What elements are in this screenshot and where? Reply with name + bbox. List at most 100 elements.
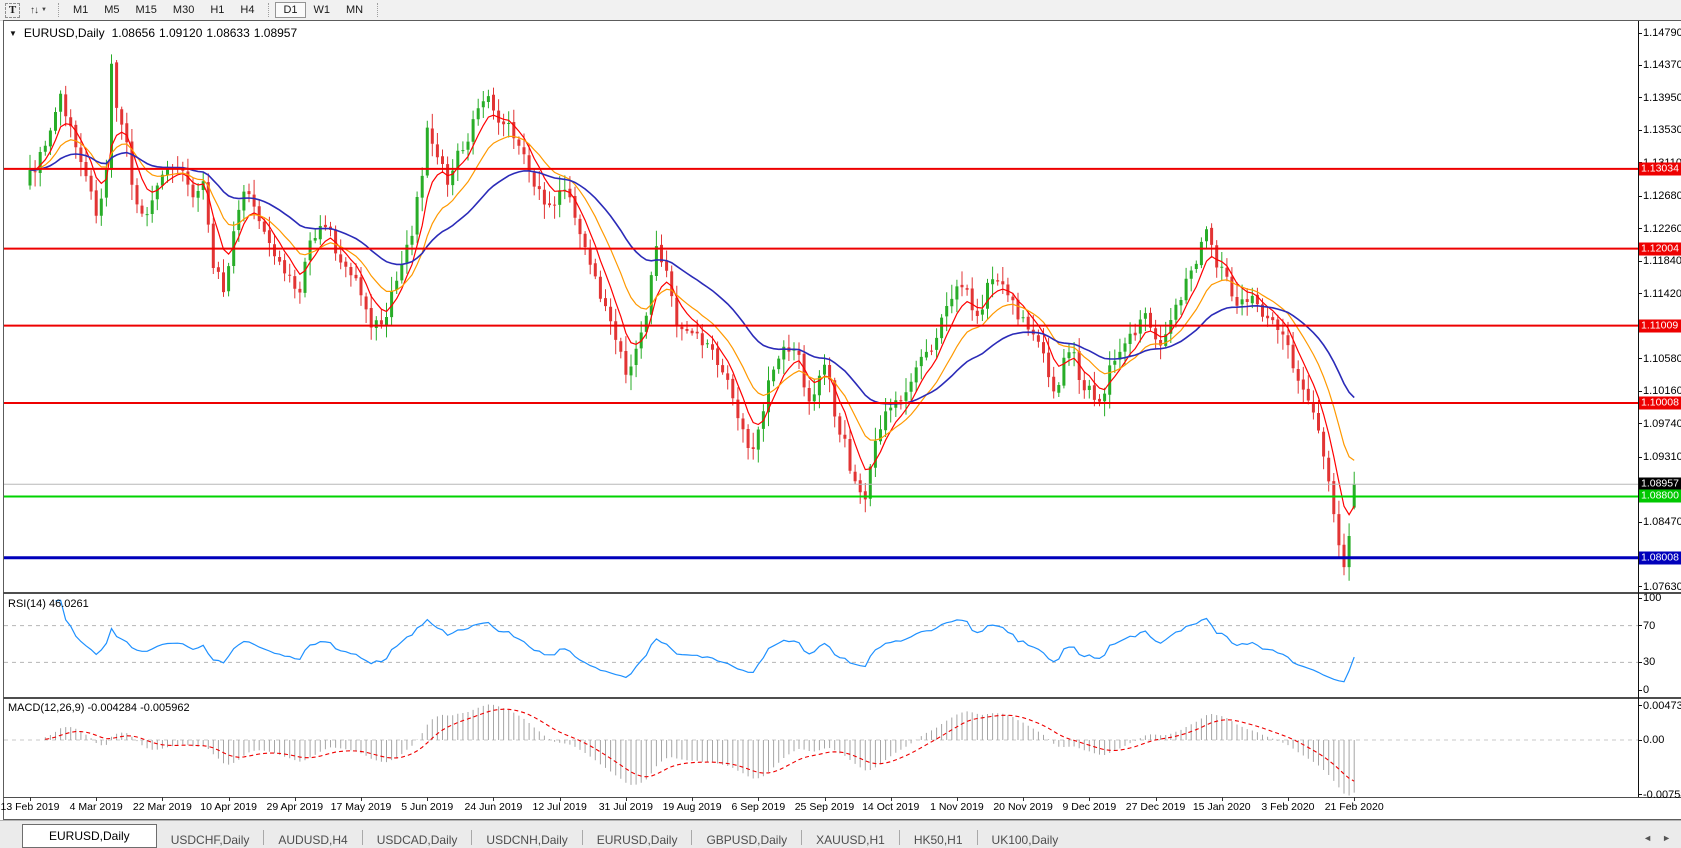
date-label: 19 Aug 2019 bbox=[662, 801, 722, 813]
chart-symbol-label: EURUSD,Daily bbox=[23, 26, 105, 40]
chart-tab-hk50-h1[interactable]: HK50,H1 bbox=[913, 832, 963, 847]
tab-scroll-left-icon[interactable]: ◄ bbox=[1643, 833, 1653, 843]
tab-separator bbox=[898, 830, 900, 845]
tabs-wrap: EURUSD,Daily USDCHF,Daily AUDUSD,H4 USDCAD,… bbox=[22, 824, 1072, 848]
price-tick-mark bbox=[1638, 293, 1642, 295]
price-tick-label: 1.10160 bbox=[1643, 385, 1681, 398]
moving-average-line-1 bbox=[29, 135, 1355, 461]
rsi-tick-label: 70 bbox=[1643, 619, 1656, 632]
chart-tab-gbpusd-daily[interactable]: GBPUSD,Daily bbox=[706, 832, 788, 847]
date-tick-mark bbox=[1155, 797, 1157, 801]
timeframe-button-w1[interactable]: W1 bbox=[313, 4, 331, 16]
price-axis-border bbox=[1638, 21, 1639, 797]
price-tick-mark bbox=[1638, 32, 1642, 34]
price-tick-label: 1.08470 bbox=[1643, 516, 1681, 528]
sort-tool-button[interactable]: ↑↓ ▼ bbox=[26, 2, 51, 18]
date-tick-mark bbox=[1089, 797, 1091, 801]
macd-tick-mark bbox=[1638, 705, 1642, 707]
chart-title: ▼ EURUSD,Daily 1.08656 1.09120 1.08633 1… bbox=[9, 26, 297, 40]
down-candle-wicks bbox=[34, 60, 1345, 576]
main-price-panel[interactable] bbox=[4, 54, 1638, 581]
timeframe-button-m30[interactable]: M30 bbox=[172, 4, 195, 16]
date-label: 1 Nov 2019 bbox=[930, 801, 984, 813]
up-candle-wicks bbox=[29, 54, 1355, 581]
ohlc-open: 1.08656 bbox=[111, 26, 155, 40]
price-tick-label: 1.14790 bbox=[1643, 27, 1681, 39]
macd-panel[interactable] bbox=[4, 704, 1638, 796]
rsi-tick-mark bbox=[1638, 625, 1642, 627]
tab-separator bbox=[263, 830, 265, 845]
date-tick-mark bbox=[162, 797, 164, 801]
price-tick-label: 1.07630 bbox=[1643, 580, 1681, 593]
moving-average-line-0 bbox=[29, 114, 1355, 516]
chart-window-bottom-border bbox=[3, 819, 1681, 820]
down-candle-bodies bbox=[33, 62, 1346, 568]
chevron-down-icon: ▼ bbox=[41, 7, 47, 13]
symbol-dropdown-icon[interactable]: ▼ bbox=[9, 28, 17, 38]
price-level-label: 1.08008 bbox=[1639, 551, 1681, 565]
timeframe-button-h4[interactable]: H4 bbox=[240, 4, 255, 16]
rsi-tick-label: 0 bbox=[1643, 684, 1650, 696]
chart-tab-uk100-daily[interactable]: UK100,Daily bbox=[991, 832, 1059, 847]
text-tool-button[interactable]: T bbox=[1, 2, 24, 18]
chart-tab-audusd-h4[interactable]: AUDUSD,H4 bbox=[278, 832, 348, 847]
timeframe-button-m5[interactable]: M5 bbox=[104, 4, 120, 16]
rsi-panel[interactable] bbox=[4, 599, 1638, 683]
timeframe-button-h1[interactable]: H1 bbox=[210, 4, 225, 16]
macd-name: MACD(12,26,9) bbox=[8, 702, 85, 714]
date-tick-mark bbox=[1023, 797, 1025, 801]
panel-splitter[interactable] bbox=[3, 697, 1681, 699]
date-label: 21 Feb 2020 bbox=[1324, 801, 1384, 813]
price-tick-label: 1.10580 bbox=[1643, 352, 1681, 365]
date-label: 14 Oct 2019 bbox=[862, 801, 920, 813]
toolbar: T ↑↓ ▼ M1 M5 M15 M30 H1 H4 D1 W1 MN bbox=[0, 0, 1681, 21]
up-candle-bodies bbox=[28, 63, 1356, 568]
chart-tab-usdchf-daily[interactable]: USDCHF,Daily bbox=[170, 832, 250, 847]
toolbar-separator bbox=[377, 3, 379, 17]
price-level-label: 1.13034 bbox=[1639, 162, 1681, 176]
panel-splitter[interactable] bbox=[3, 592, 1681, 594]
timeframe-button-d1[interactable]: D1 bbox=[275, 2, 306, 18]
chart-tab-eurusd-daily[interactable]: EURUSD,Daily bbox=[22, 824, 157, 848]
chart-tab-xauusd-h1[interactable]: XAUUSD,H1 bbox=[816, 832, 885, 847]
price-tick-label: 1.11420 bbox=[1643, 287, 1681, 300]
macd-values: -0.004284 -0.005962 bbox=[87, 702, 190, 714]
toolbar-separator bbox=[57, 3, 59, 17]
date-tick-mark bbox=[758, 797, 760, 801]
price-tick-mark bbox=[1638, 358, 1642, 360]
date-tick-mark bbox=[361, 797, 363, 801]
chart-tab-usdcad-daily[interactable]: USDCAD,Daily bbox=[376, 832, 458, 847]
chart-tab-eurusd-daily[interactable]: EURUSD,Daily bbox=[596, 832, 678, 847]
macd-tick-mark bbox=[1638, 739, 1642, 741]
tab-scroll-right-icon[interactable]: ► bbox=[1662, 833, 1671, 843]
chart-tab-usdcnh-daily[interactable]: USDCNH,Daily bbox=[486, 832, 568, 847]
rsi-tick-mark bbox=[1638, 661, 1642, 663]
timeframe-button-m1[interactable]: M1 bbox=[72, 4, 89, 16]
macd-tick-label: 0.00 bbox=[1643, 734, 1665, 746]
date-label: 31 Jul 2019 bbox=[598, 801, 654, 813]
date-label: 3 Feb 2020 bbox=[1261, 801, 1315, 813]
ohlc-close: 1.08957 bbox=[253, 26, 298, 40]
price-tick-label: 1.12680 bbox=[1643, 190, 1681, 203]
ohlc-high: 1.09120 bbox=[159, 26, 203, 40]
date-label: 27 Dec 2019 bbox=[1125, 801, 1186, 813]
tab-separator bbox=[361, 830, 363, 845]
price-tick-mark bbox=[1638, 586, 1642, 588]
macd-tick-label: 0.004738 bbox=[1643, 699, 1681, 712]
chart-tab-bar: EURUSD,Daily USDCHF,Daily AUDUSD,H4 USDCAD,… bbox=[0, 820, 1681, 848]
sort-icon: ↑↓ bbox=[30, 4, 39, 16]
timeframe-button-mn[interactable]: MN bbox=[346, 4, 364, 16]
price-tick-mark bbox=[1638, 195, 1642, 197]
date-tick-mark bbox=[625, 797, 627, 801]
macd-label: MACD(12,26,9) -0.004284 -0.005962 bbox=[8, 702, 190, 714]
tab-scroll-arrows: ◄ ► bbox=[1643, 833, 1681, 848]
panel-splitter bbox=[3, 797, 1681, 798]
tab-separator bbox=[581, 830, 583, 845]
date-tick-mark bbox=[294, 797, 296, 801]
timeframe-button-m15[interactable]: M15 bbox=[135, 4, 157, 16]
macd-tick-mark bbox=[1638, 794, 1642, 796]
toolbar-separator bbox=[268, 3, 270, 17]
price-tick-mark bbox=[1638, 521, 1642, 523]
